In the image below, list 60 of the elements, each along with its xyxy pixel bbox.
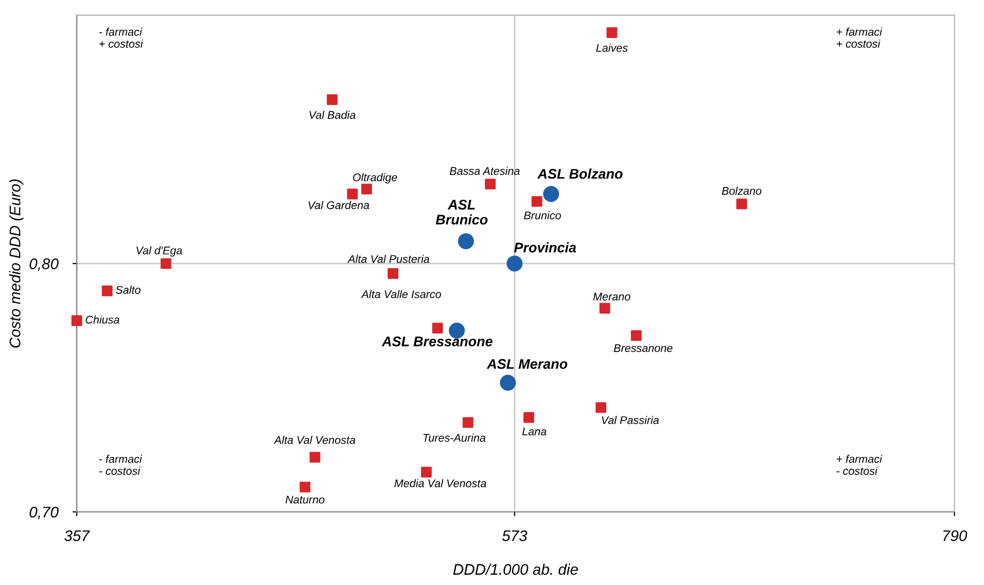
point (630, 330, 642, 341)
annotation: Naturno (286, 496, 324, 504)
annotation: Chiusa (86, 315, 120, 324)
point (500, 374, 516, 391)
point (361, 184, 372, 194)
annotation: ASL Merano (486, 359, 568, 369)
y-tick-label: 0,70 (30, 506, 59, 520)
annotation: Lana (522, 428, 546, 436)
annotation: Brunico (524, 211, 561, 220)
annotation: Val Passiria (602, 416, 659, 424)
point (310, 452, 320, 463)
annotation: Oltradige (353, 173, 398, 184)
y-axis-title: Costo medio DDD (Euro) (9, 180, 24, 348)
point (432, 322, 443, 334)
annotation: Val Badia (310, 110, 356, 119)
point (71, 315, 82, 326)
annotation: - farmaci - costosi (99, 454, 142, 475)
point (596, 402, 606, 413)
annotation: Provincia (514, 242, 576, 252)
annotation: ASL Brunico (436, 200, 488, 225)
point (347, 188, 358, 200)
x-tick-label: 357 (64, 530, 90, 542)
annotation: Laives (596, 44, 628, 52)
point (458, 233, 474, 250)
point (543, 186, 560, 202)
point (599, 302, 610, 314)
point (532, 196, 542, 207)
annotation: Val d'Ega (136, 246, 182, 257)
x-tick-label: 790 (943, 530, 968, 542)
annotation: ASL Bolzano (537, 168, 623, 179)
point (462, 417, 474, 428)
point (606, 27, 618, 38)
annotation: Bolzano (722, 186, 762, 195)
x-tick-label: 573 (502, 530, 528, 542)
annotation: Alta Val Venosta (274, 436, 356, 444)
annotation: Tures-Aurina (423, 434, 486, 442)
annotation: Merano (593, 292, 630, 300)
point (421, 466, 432, 478)
annotation: Val Gardena (308, 200, 370, 210)
point (326, 94, 338, 105)
point (484, 178, 496, 190)
annotation: + farmaci + costosi (836, 28, 882, 48)
point (300, 482, 310, 492)
y-tick-label: 0,80 (30, 258, 59, 272)
annotation: Bressanone (614, 344, 672, 352)
point (388, 268, 398, 279)
annotation: + farmaci - costosi (836, 454, 882, 475)
point (523, 412, 534, 423)
point (102, 286, 113, 296)
annotation: Alta Val Pusteria (347, 254, 430, 263)
point (160, 258, 172, 269)
annotation: ASL Bressanone (382, 336, 492, 346)
annotation: Bassa Atesina (450, 166, 520, 175)
annotation: - farmaci + costosi (99, 28, 144, 48)
annotation: Salto (116, 286, 140, 294)
annotation: Alta Valle Isarco (360, 290, 442, 298)
annotation: Media Val Venosta (394, 479, 486, 488)
point (506, 256, 523, 272)
x-axis-title: DDD/1.000 ab. die (453, 564, 578, 575)
point (736, 198, 747, 210)
